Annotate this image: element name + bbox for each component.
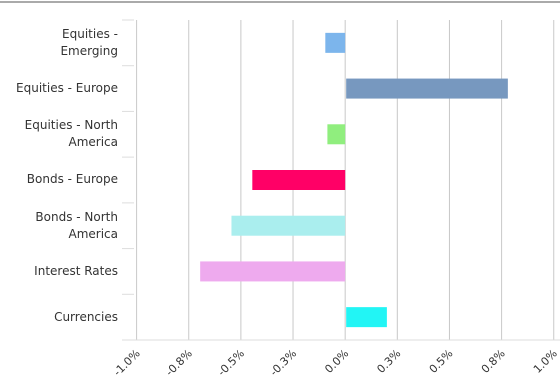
bar xyxy=(252,170,346,190)
category-label: Equities - Europe xyxy=(16,81,118,96)
x-tick-label: 0.3% xyxy=(374,347,403,376)
bar xyxy=(346,307,387,328)
bar xyxy=(325,32,346,53)
x-tick-label: 0.0% xyxy=(322,347,351,376)
x-tick-label: 0.8% xyxy=(479,347,508,376)
category-label: Interest Rates xyxy=(34,263,118,278)
bar xyxy=(327,124,346,145)
bar xyxy=(200,261,346,282)
category-label: Equities - Emerging xyxy=(60,26,118,58)
x-tick-label: -1.0% xyxy=(111,347,143,379)
x-tick-label: -0.8% xyxy=(163,347,195,379)
category-label: Equities - North America xyxy=(24,118,118,150)
x-tick-label: -0.5% xyxy=(215,347,247,379)
bar xyxy=(346,78,508,99)
bar xyxy=(231,215,346,236)
category-label: Bonds - Europe xyxy=(26,172,118,187)
x-tick-label: 1.0% xyxy=(531,347,560,376)
x-tick-label: 0.5% xyxy=(427,347,456,376)
category-label: Bonds - North America xyxy=(35,209,118,241)
category-label: Currencies xyxy=(54,309,118,324)
x-tick-label: -0.3% xyxy=(267,347,299,379)
